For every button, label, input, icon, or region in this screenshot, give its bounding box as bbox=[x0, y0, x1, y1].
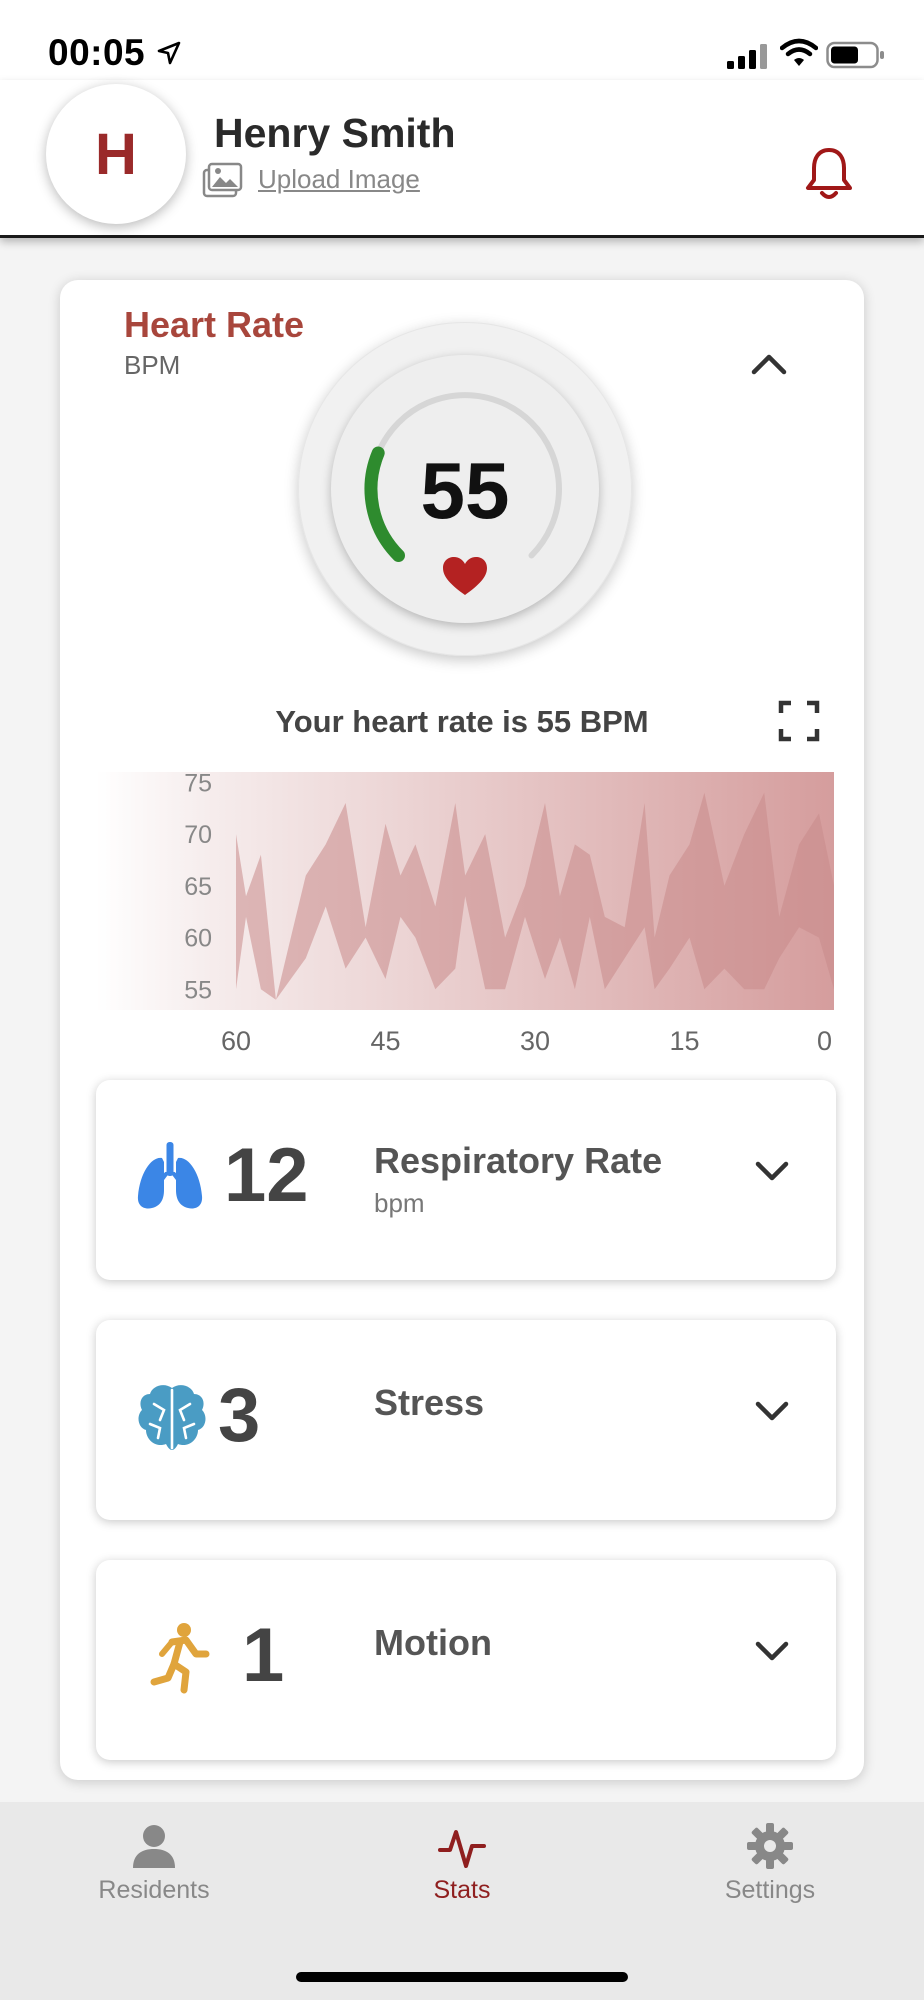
stress-value: 3 bbox=[218, 1373, 261, 1458]
gauge-arc bbox=[364, 392, 562, 562]
gauge-face: 55 bbox=[331, 355, 599, 623]
stress-label: Stress bbox=[374, 1382, 485, 1423]
status-time: 00:05 bbox=[48, 32, 146, 73]
upload-image-link[interactable]: Upload Image bbox=[258, 164, 420, 194]
respiratory-rate-unit: bpm bbox=[374, 1188, 425, 1218]
brain-icon bbox=[138, 1385, 206, 1450]
avatar[interactable]: H bbox=[46, 84, 186, 224]
vitals-card: Heart Rate BPM 55 Your heart rate is 55 … bbox=[60, 280, 864, 1780]
user-name: Henry Smith bbox=[214, 110, 456, 156]
image-icon[interactable] bbox=[202, 162, 244, 198]
x-tick-label: 0 bbox=[817, 1026, 832, 1056]
person-icon bbox=[133, 1825, 175, 1868]
tab-settings-label: Settings bbox=[724, 1876, 816, 1904]
heart-icon bbox=[443, 557, 487, 595]
x-tick-label: 60 bbox=[221, 1026, 251, 1056]
heart-rate-unit: BPM bbox=[124, 350, 181, 380]
chevron-down-icon[interactable] bbox=[754, 1640, 790, 1662]
tab-settings[interactable]: Settings bbox=[670, 1822, 870, 1912]
x-tick-label: 15 bbox=[669, 1026, 699, 1056]
running-person-icon bbox=[150, 1623, 210, 1694]
chart-series-0 bbox=[236, 792, 834, 1000]
motion-card[interactable]: 1 Motion bbox=[96, 1560, 836, 1760]
wifi-icon bbox=[780, 38, 818, 66]
tab-stats[interactable]: Stats bbox=[362, 1822, 562, 1912]
heart-rate-summary: Your heart rate is 55 BPM bbox=[275, 704, 649, 739]
battery-icon bbox=[826, 41, 884, 69]
heart-rate-chart: 75 70 65 60 55 60 45 30 15 0 bbox=[96, 769, 834, 1056]
gear-icon bbox=[747, 1823, 793, 1869]
y-tick-label: 75 bbox=[184, 769, 212, 797]
fullscreen-icon[interactable] bbox=[778, 700, 820, 742]
app-header: H Henry Smith Upload Image bbox=[0, 80, 924, 238]
y-tick-label: 55 bbox=[184, 976, 212, 1004]
respiratory-rate-value: 12 bbox=[224, 1133, 309, 1218]
chevron-down-icon[interactable] bbox=[754, 1400, 790, 1422]
location-arrow-icon bbox=[157, 41, 181, 65]
tab-residents-label: Residents bbox=[98, 1876, 210, 1904]
tab-bar: Residents Stats Settings bbox=[0, 1802, 924, 2000]
respiratory-rate-card[interactable]: 12 Respiratory Rate bpm bbox=[96, 1080, 836, 1280]
tab-stats-label: Stats bbox=[433, 1876, 491, 1904]
x-tick-label: 45 bbox=[370, 1026, 400, 1056]
heart-rate-gauge: 55 bbox=[298, 322, 632, 656]
stress-card[interactable]: 3 Stress bbox=[96, 1320, 836, 1520]
pulse-icon bbox=[438, 1830, 486, 1868]
y-tick-label: 65 bbox=[184, 873, 212, 901]
home-indicator bbox=[296, 1972, 628, 1982]
tab-residents[interactable]: Residents bbox=[54, 1822, 254, 1912]
respiratory-rate-label: Respiratory Rate bbox=[374, 1140, 663, 1181]
lungs-icon bbox=[137, 1142, 203, 1209]
motion-label: Motion bbox=[374, 1622, 492, 1663]
y-tick-label: 60 bbox=[184, 925, 212, 953]
x-tick-label: 30 bbox=[520, 1026, 550, 1056]
y-tick-label: 70 bbox=[184, 821, 212, 849]
status-bar: 00:05 bbox=[0, 0, 924, 80]
heart-rate-title: Heart Rate bbox=[124, 304, 305, 345]
heart-rate-value: 55 bbox=[420, 446, 510, 535]
bell-icon[interactable] bbox=[804, 146, 854, 202]
chevron-down-icon[interactable] bbox=[754, 1160, 790, 1182]
motion-value: 1 bbox=[242, 1613, 285, 1698]
chevron-up-icon[interactable] bbox=[750, 352, 788, 376]
cellular-signal-icon bbox=[727, 44, 767, 69]
